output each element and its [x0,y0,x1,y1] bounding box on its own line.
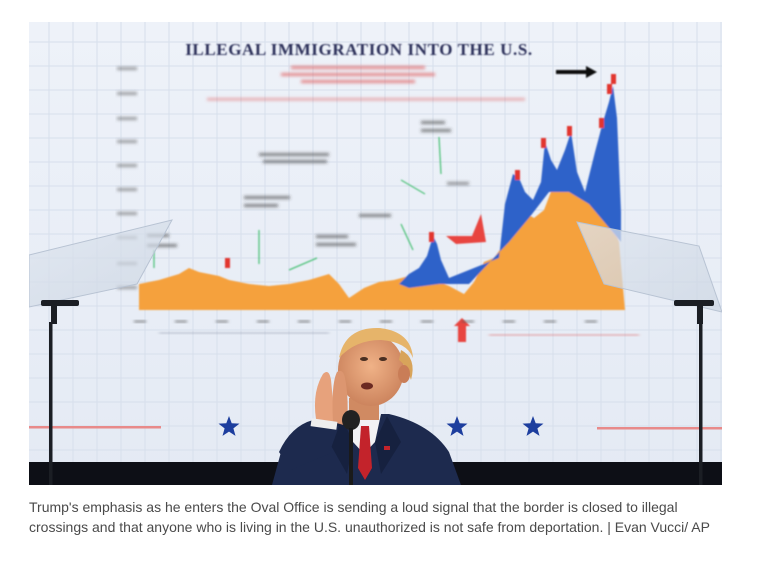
microphone-icon [342,410,360,485]
screen-x-tick-marks [134,320,597,323]
chart-blue-area [399,86,621,288]
chart-annotations [147,121,469,247]
chart-orange-area [139,184,625,310]
teleprompter-left [29,219,173,485]
teleprompter-right [576,221,722,485]
speaker-figure [272,327,461,485]
photo-scene: ILLEGAL IMMIGRATION INTO THE U.S. [29,22,722,485]
star-icons [218,416,544,436]
chart-spikes [225,74,616,268]
news-photo: ILLEGAL IMMIGRATION INTO THE U.S. [29,22,722,485]
screen-title: ILLEGAL IMMIGRATION INTO THE U.S. [185,40,533,59]
right-arrow-icon [556,66,597,78]
bottom-banner [29,426,722,430]
red-arrow-icons [446,214,486,342]
photo-caption: Trump's emphasis as he enters the Oval O… [29,499,710,535]
annotation-arrows [153,136,442,271]
screen-subtitle-lines [207,66,525,101]
screen-chart [139,74,625,310]
